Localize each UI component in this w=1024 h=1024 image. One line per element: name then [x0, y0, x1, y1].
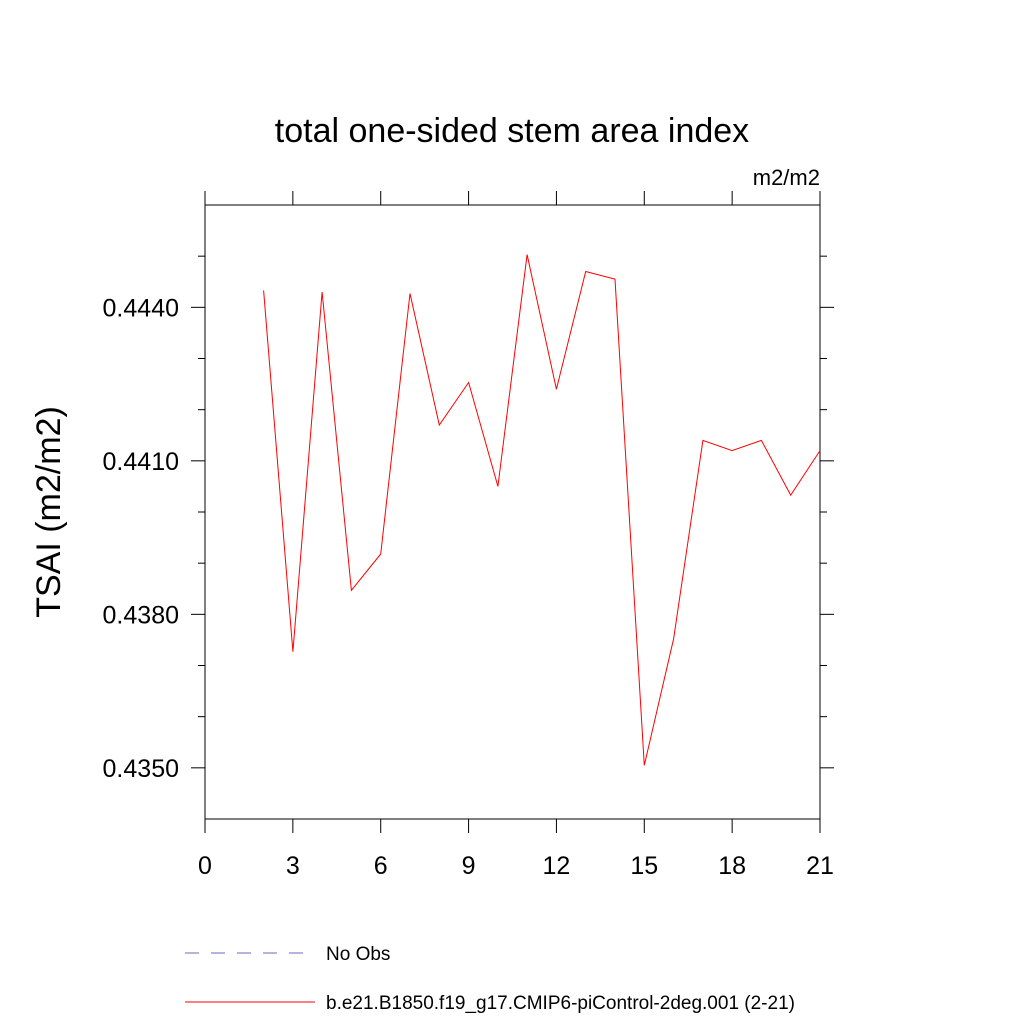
legend: No Obs b.e21.B1850.f19_g17.CMIP6-piContro…: [185, 944, 795, 1014]
x-tick-label: 3: [286, 852, 300, 880]
x-tick-label: 18: [718, 852, 746, 880]
legend-label-1: b.e21.B1850.f19_g17.CMIP6-piControl-2deg…: [326, 993, 795, 1014]
series-line-1: [263, 254, 821, 766]
y-axis: 0.4350 0.4380 0.4410 0.4440: [103, 255, 834, 783]
units-label: m2/m2: [753, 165, 820, 190]
x-tick-label: 9: [462, 852, 476, 880]
plot-frame: [204, 204, 821, 820]
y-tick-label: 0.4350: [103, 755, 179, 783]
x-tick-label: 21: [806, 852, 834, 880]
series-layer: [263, 254, 821, 766]
x-tick-label: 15: [630, 852, 658, 880]
legend-label-0: No Obs: [326, 944, 390, 965]
y-tick-label: 0.4380: [103, 601, 179, 629]
x-tick-label: 0: [198, 852, 212, 880]
y-axis-label: TSAI (m2/m2): [30, 406, 68, 618]
chart-title: total one-sided stem area index: [275, 112, 749, 150]
x-tick-label: 6: [374, 852, 388, 880]
x-tick-label: 12: [543, 852, 571, 880]
y-tick-label: 0.4410: [103, 448, 179, 476]
x-axis: 0 3 6 9 12 15 18 21: [198, 191, 834, 880]
y-tick-label: 0.4440: [103, 294, 179, 322]
